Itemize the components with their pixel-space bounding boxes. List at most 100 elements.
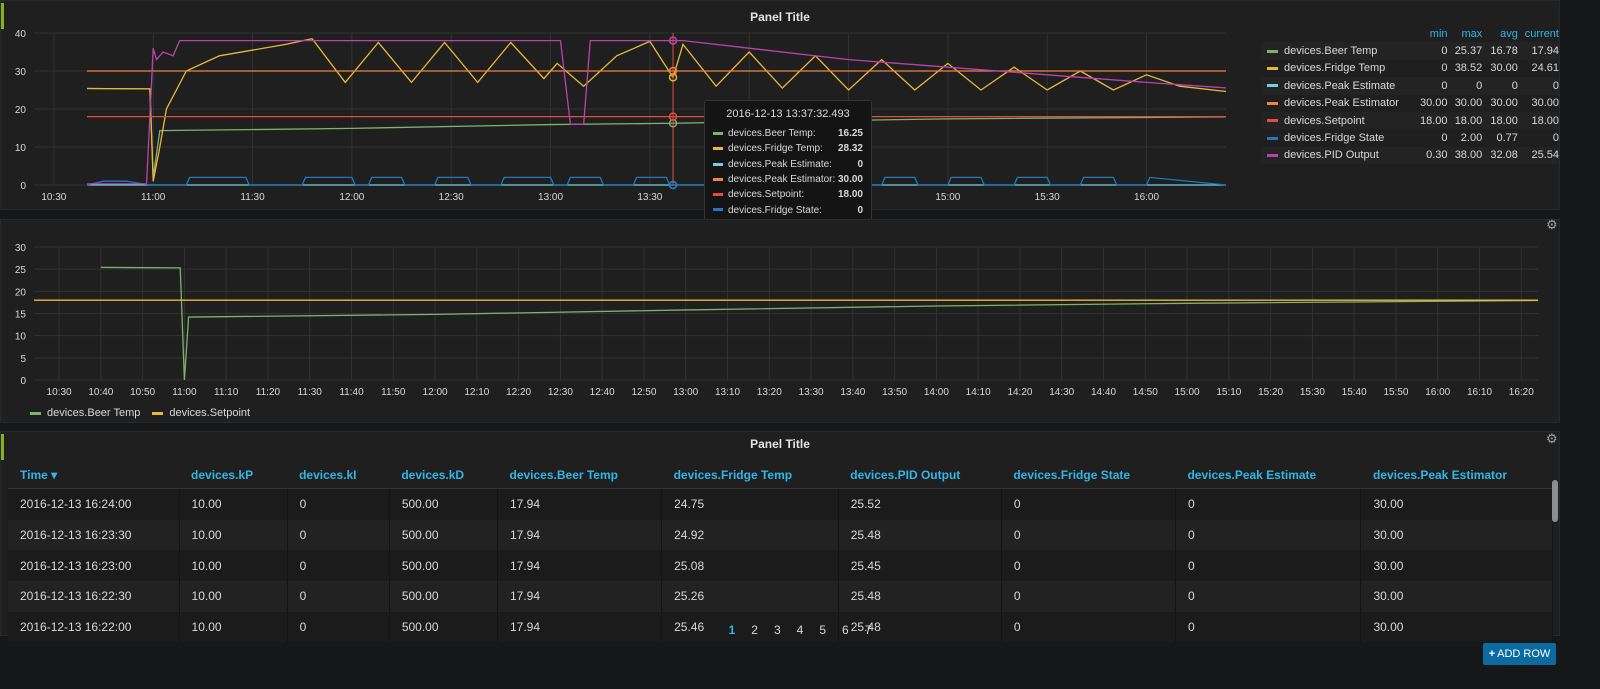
column-header[interactable]: devices.kP — [179, 462, 288, 489]
legend-row[interactable]: devices.PID Output 0.30 38.00 32.08 25.54 — [1261, 146, 1559, 165]
x-tick-label: 11:40 — [339, 387, 364, 398]
legend-swatch[interactable] — [152, 411, 164, 415]
column-header[interactable]: devices.kI — [287, 462, 390, 489]
page-link[interactable]: 6 — [842, 623, 849, 637]
table-cell: 17.94 — [497, 581, 663, 612]
tooltip-series-name: devices.Fridge Temp: — [713, 143, 838, 154]
legend-swatch[interactable] — [1267, 84, 1278, 88]
legend-series-name[interactable]: devices.PID Output — [1261, 147, 1414, 164]
table-row: 2016-12-13 16:22:30 10.00 0 500.00 17.94 25.2… — [8, 581, 1553, 612]
panel-title[interactable]: Panel Title — [750, 437, 810, 451]
table-cell: 10.00 — [179, 519, 288, 551]
page-link[interactable]: 3 — [773, 623, 781, 637]
hover-point — [668, 66, 678, 76]
legend-series-name[interactable]: devices.Beer Temp — [1261, 42, 1414, 59]
legend-row[interactable]: devices.Peak Estimator 30.00 30.00 30.00 30.… — [1261, 95, 1559, 112]
page-link[interactable]: 1 — [728, 623, 736, 637]
legend-series-name[interactable]: devices.Setpoint — [1261, 112, 1414, 129]
page-link[interactable]: 4 — [796, 623, 804, 637]
legend-swatch[interactable] — [30, 411, 41, 415]
y-tick-label: 10 — [15, 143, 27, 154]
series-line — [86, 87, 1227, 178]
tooltip-value: 0 — [857, 158, 863, 170]
legend-series-name[interactable]: devices.Peak Estimator — [1261, 95, 1414, 112]
column-header[interactable]: devices.Fridge Temp — [661, 462, 839, 489]
series-line — [86, 37, 1227, 182]
table-cell: 25.08 — [661, 550, 839, 582]
y-tick-label: 10 — [15, 332, 27, 343]
legend-row[interactable]: devices.Peak Estimate 0 0 0 0 — [1261, 77, 1559, 95]
column-header[interactable]: devices.kD — [389, 462, 498, 489]
column-header[interactable]: Time ▾ — [8, 462, 180, 489]
x-tick-label: 13:30 — [799, 387, 824, 398]
legend-row[interactable]: devices.Fridge Temp 0 38.52 30.00 24.61 — [1261, 60, 1559, 77]
legend-swatch[interactable] — [1267, 136, 1278, 140]
legend-current: 0 — [1552, 132, 1559, 145]
page-link[interactable]: 5 — [819, 623, 827, 637]
table-cell: 0 — [1175, 488, 1362, 520]
table-cell: 25.45 — [838, 550, 1002, 582]
panel-title[interactable]: Panel Title — [750, 10, 810, 24]
table-row: 2016-12-13 16:24:00 10.00 0 500.00 17.94 24.7… — [8, 488, 1553, 520]
x-tick-label: 11:30 — [240, 192, 265, 203]
tooltip-series-name: devices.Peak Estimate: — [713, 159, 857, 170]
column-header[interactable]: devices.Peak Estimate — [1175, 462, 1361, 489]
legend-swatch[interactable] — [1267, 119, 1278, 123]
table-cell: 17.94 — [497, 611, 663, 643]
legend-row[interactable]: devices.Setpoint 18.00 18.00 18.00 18.00 — [1261, 111, 1559, 130]
legend-current: 17.94 — [1531, 45, 1559, 58]
legend-max: 38.52 — [1454, 62, 1483, 75]
graph-1-plot[interactable]: 0 10 20 30 40 10:30 11:00 11:30 12:00 12:30 13:00 1… — [1, 1, 1241, 211]
column-header[interactable]: devices.PID Output — [838, 462, 1002, 489]
page-link[interactable]: 7 — [864, 623, 872, 637]
table-cell: 24.75 — [661, 488, 839, 520]
legend-swatch[interactable] — [1267, 49, 1278, 53]
y-tick-label: 25 — [15, 265, 27, 276]
x-tick-label: 10:30 — [41, 192, 66, 203]
y-tick-label: 0 — [20, 181, 26, 192]
legend-series-name[interactable]: devices.Peak Estimate — [1261, 77, 1414, 94]
add-row-button[interactable]: + ADD ROW — [1483, 643, 1556, 665]
legend-swatch[interactable] — [1267, 154, 1278, 158]
y-tick-label: 30 — [15, 243, 27, 254]
legend-item[interactable]: devices.Beer Temp — [30, 407, 140, 419]
legend-header-min[interactable]: min — [1429, 27, 1448, 40]
table-cell: 25.52 — [838, 488, 1002, 520]
x-tick-label: 15:10 — [1216, 387, 1241, 398]
table-cell: 17.94 — [497, 519, 663, 551]
legend-current: 24.61 — [1531, 62, 1559, 75]
legend-header-current[interactable]: current — [1524, 27, 1559, 40]
column-header[interactable]: devices.Beer Temp — [497, 462, 662, 489]
legend-swatch[interactable] — [1267, 101, 1278, 105]
x-tick-label: 12:30 — [439, 192, 464, 203]
x-tick-label: 14:50 — [1133, 387, 1158, 398]
table-scrollbar[interactable] — [1552, 480, 1558, 522]
tooltip-value: 30.00 — [837, 174, 863, 186]
column-header[interactable]: devices.Fridge State — [1001, 462, 1176, 489]
graph-2-plot[interactable]: 0 5 10 15 20 25 30 10:30 10:40 10:50 11:00 11:10 11:… — [1, 220, 1561, 424]
tooltip-swatch — [713, 208, 723, 212]
legend-label: devices.Beer Temp — [47, 407, 141, 419]
page-link[interactable]: 2 — [751, 623, 758, 637]
hover-point — [668, 36, 678, 45]
gear-icon[interactable]: ⚙ — [1546, 217, 1558, 232]
legend-swatch[interactable] — [1267, 67, 1278, 71]
tooltip-value: 18.00 — [837, 189, 863, 201]
table-cell: 10.00 — [179, 488, 288, 520]
legend-header-max[interactable]: max — [1461, 27, 1483, 40]
legend-header-avg[interactable]: avg — [1500, 27, 1518, 40]
legend-row[interactable]: devices.Fridge State 0 2.00 0.77 0 — [1261, 129, 1559, 146]
legend-series-name[interactable]: devices.Fridge State — [1261, 129, 1414, 146]
sort-desc-icon[interactable]: ▾ — [47, 468, 58, 482]
y-tick-label: 20 — [15, 287, 27, 298]
legend-label: devices.PID Output — [1284, 149, 1379, 162]
legend-avg: 0.77 — [1496, 132, 1518, 145]
gear-icon[interactable]: ⚙ — [1546, 431, 1558, 446]
legend-item[interactable]: devices.Setpoint — [152, 407, 250, 419]
legend-series-name[interactable]: devices.Fridge Temp — [1261, 60, 1414, 77]
legend-row[interactable]: devices.Beer Temp 0 25.37 16.78 17.94 — [1261, 42, 1559, 60]
x-tick-label: 12:10 — [464, 387, 489, 398]
legend-max: 2.00 — [1460, 132, 1483, 145]
column-header[interactable]: devices.Peak Estimator — [1360, 462, 1553, 489]
x-tick-label: 11:00 — [172, 387, 197, 398]
